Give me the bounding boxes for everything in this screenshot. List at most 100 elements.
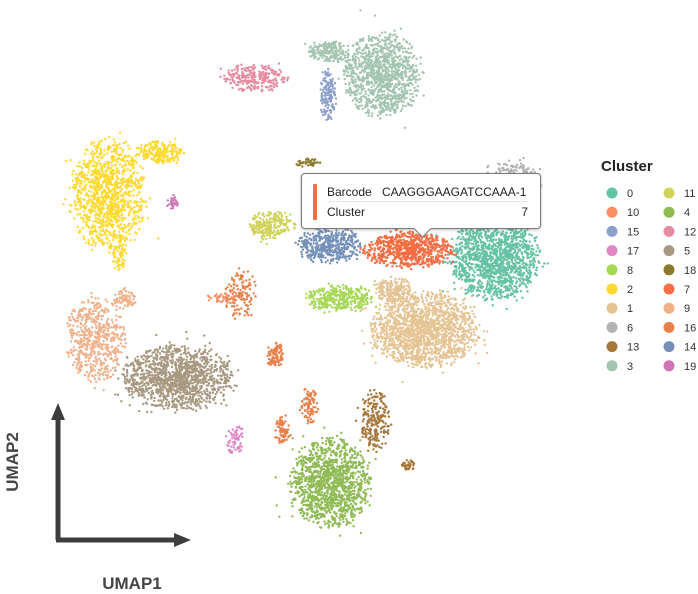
cell-point	[328, 56, 332, 59]
cell-point	[364, 51, 367, 54]
cell-point	[389, 63, 392, 67]
cell-point	[90, 190, 93, 193]
cell-point	[171, 200, 174, 203]
cell-point	[130, 178, 133, 182]
cell-point	[364, 105, 367, 109]
cell-point	[112, 212, 116, 215]
cell-point	[403, 89, 407, 92]
cell-point	[268, 89, 271, 92]
cell-point	[247, 76, 250, 79]
cell-point	[490, 286, 493, 289]
cell-point	[362, 95, 366, 99]
cell-point	[351, 44, 355, 47]
cell-point	[517, 273, 521, 277]
cell-point	[83, 180, 86, 183]
cell-point	[117, 247, 121, 250]
cell-point	[90, 207, 93, 210]
cell-point	[518, 166, 521, 170]
cell-point	[78, 229, 82, 232]
cell-point	[168, 150, 171, 153]
cell-point	[321, 101, 324, 104]
cell-point	[511, 293, 514, 296]
cell-point	[154, 147, 157, 150]
cell-point	[109, 172, 112, 175]
cell-point	[533, 237, 536, 240]
cell-point	[110, 150, 113, 153]
cell-point	[400, 100, 403, 103]
cell-point	[411, 92, 414, 96]
cell-point	[353, 58, 357, 61]
cell-point	[455, 265, 458, 268]
cell-point	[337, 77, 340, 80]
cell-point	[114, 247, 118, 251]
cell-point	[458, 257, 461, 260]
cell-point	[391, 90, 395, 94]
cell-point	[345, 89, 348, 92]
cell-point	[233, 68, 236, 71]
cell-point	[99, 150, 103, 154]
cell-point	[502, 290, 505, 294]
cell-point	[377, 57, 380, 60]
cell-point	[407, 47, 410, 50]
cell-point	[134, 154, 137, 157]
cell-point	[492, 251, 495, 255]
cell-point	[349, 58, 352, 62]
cell-point	[483, 249, 487, 253]
cell-point	[515, 256, 518, 259]
cell-point	[115, 167, 119, 170]
cell-point	[261, 88, 264, 92]
cell-point	[97, 156, 100, 159]
cell-point	[467, 240, 470, 243]
cell-point	[121, 173, 124, 176]
cell-point	[112, 260, 115, 263]
cell-point	[373, 14, 377, 17]
cell-point	[388, 74, 391, 77]
cell-point	[342, 44, 345, 47]
cell-point	[122, 141, 126, 145]
cell-point	[366, 108, 370, 111]
cell-point	[508, 159, 511, 162]
cell-point	[140, 149, 143, 153]
cell-point	[397, 95, 401, 99]
cell-point	[252, 63, 256, 67]
cell-point	[404, 104, 407, 108]
cell-point	[323, 50, 327, 53]
cell-point	[372, 84, 376, 87]
cell-point	[94, 217, 98, 220]
cell-point	[414, 64, 418, 68]
cell-point	[78, 197, 81, 201]
cell-point	[111, 197, 114, 201]
cell-point	[334, 54, 337, 57]
cell-point	[75, 181, 79, 184]
cell-point	[477, 293, 481, 297]
cell-point	[486, 280, 489, 283]
cell-point	[281, 76, 284, 79]
cell-point	[521, 282, 524, 285]
cell-point	[471, 232, 475, 236]
cell-point	[490, 295, 493, 298]
cell-point	[235, 83, 238, 87]
cell-point	[73, 217, 76, 220]
cell-point	[117, 211, 120, 215]
cell-point	[390, 100, 393, 103]
cell-point	[126, 206, 130, 209]
cell-point	[122, 180, 126, 184]
cell-point	[108, 135, 111, 139]
cell-point	[494, 264, 497, 268]
cell-point	[64, 198, 67, 201]
cell-point	[170, 197, 173, 200]
cell-point	[324, 79, 327, 83]
cell-point	[325, 101, 328, 104]
cell-point	[114, 163, 117, 166]
cell-point	[371, 98, 375, 102]
cell-point	[113, 208, 116, 211]
cell-point	[464, 280, 467, 283]
cell-point	[114, 159, 118, 162]
cell-point	[71, 185, 75, 189]
cell-point	[355, 99, 358, 103]
cell-point	[370, 70, 373, 73]
cell-point	[140, 147, 143, 150]
cell-point	[397, 87, 401, 91]
cell-point	[500, 295, 504, 298]
cell-point	[125, 180, 128, 183]
